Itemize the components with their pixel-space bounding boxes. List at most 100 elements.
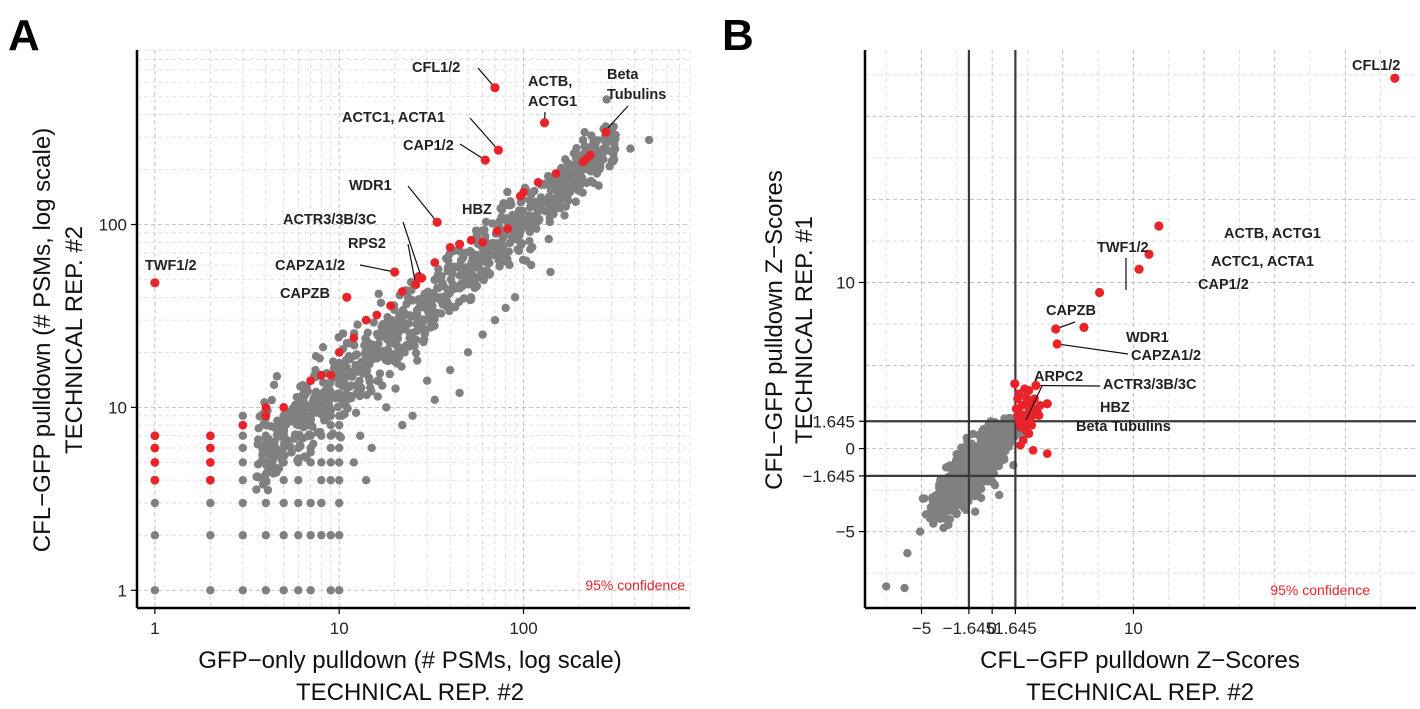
- background-point: [323, 405, 333, 415]
- background-point: [499, 199, 508, 208]
- background-point: [238, 411, 248, 420]
- panel-a-grid: [137, 49, 691, 608]
- background-point: [325, 412, 334, 421]
- background-point: [926, 503, 936, 512]
- background-point: [261, 586, 271, 595]
- hit-point: [1042, 449, 1052, 458]
- background-point: [408, 328, 417, 338]
- background-point: [267, 395, 276, 405]
- labeled-point: [1154, 221, 1164, 231]
- background-point: [497, 205, 507, 215]
- background-point: [328, 429, 338, 438]
- x-tick-label: 10: [330, 619, 349, 638]
- background-point: [580, 127, 589, 137]
- background-point: [302, 453, 311, 462]
- background-point: [976, 493, 986, 503]
- background-point: [566, 185, 575, 194]
- background-point: [303, 432, 312, 441]
- hit-point: [1024, 429, 1034, 439]
- background-point: [505, 238, 515, 248]
- background-point: [957, 443, 966, 452]
- y-tick-label: −5: [836, 523, 855, 542]
- hit-point: [279, 402, 289, 412]
- point-label: ACTC1, ACTA1: [1211, 254, 1314, 270]
- background-point: [594, 181, 603, 190]
- background-point: [325, 386, 335, 395]
- background-point: [413, 356, 422, 365]
- background-point: [336, 433, 345, 442]
- background-point: [355, 376, 364, 386]
- background-point: [238, 431, 248, 440]
- background-point: [488, 250, 497, 260]
- hit-point: [1013, 394, 1022, 404]
- background-point: [525, 196, 534, 205]
- background-point: [322, 379, 331, 388]
- background-point: [333, 402, 343, 412]
- background-point: [238, 475, 248, 485]
- panel-a-y-axis-title-line2: TECHNICAL REP. #2: [61, 226, 88, 454]
- background-point: [990, 428, 999, 438]
- background-point: [342, 355, 351, 365]
- panel-b-background-points: [881, 413, 1028, 593]
- background-point: [334, 458, 344, 467]
- background-point: [279, 498, 288, 508]
- background-point: [326, 475, 335, 485]
- background-point: [512, 219, 521, 229]
- background-point: [317, 498, 326, 508]
- background-point: [283, 436, 292, 446]
- panel-b-axes: [863, 50, 1416, 610]
- background-point: [952, 467, 961, 477]
- background-point: [586, 176, 596, 186]
- panel-a-labeled-points: CFL1/2 ACTB, ACTG1 Beta Tubulins ACTC1, ACTA1…: [145, 60, 666, 302]
- point-label: ACTC1, ACTA1: [342, 110, 445, 126]
- background-point: [326, 420, 335, 430]
- background-point: [594, 147, 603, 157]
- background-point: [455, 388, 464, 398]
- point-label: HBZ: [462, 202, 492, 218]
- background-point: [296, 417, 306, 426]
- point-label: ACTB,: [528, 74, 572, 90]
- background-point: [279, 475, 288, 485]
- background-point: [150, 531, 160, 540]
- background-point: [504, 247, 514, 256]
- background-point: [334, 498, 344, 508]
- background-point: [411, 348, 421, 358]
- background-point: [994, 461, 1004, 471]
- hit-point: [1028, 445, 1038, 455]
- hit-point: [503, 224, 513, 233]
- labeled-point: [493, 145, 503, 155]
- background-point: [465, 247, 474, 257]
- background-point: [206, 498, 215, 508]
- point-label: Beta: [607, 67, 639, 83]
- background-point: [372, 354, 382, 363]
- background-point: [262, 461, 272, 471]
- background-point: [941, 492, 950, 501]
- hit-point: [533, 177, 543, 187]
- background-point: [238, 531, 248, 540]
- labeled-point: [601, 127, 611, 137]
- hit-point: [205, 475, 215, 485]
- background-point: [990, 418, 1000, 427]
- background-point: [602, 95, 611, 104]
- background-point: [348, 371, 357, 380]
- background-point: [311, 352, 321, 361]
- x-tick-label: −1.645: [943, 619, 995, 638]
- labeled-point: [1031, 380, 1041, 391]
- background-point: [572, 144, 581, 153]
- background-point: [943, 483, 952, 493]
- hit-point: [1027, 420, 1037, 430]
- background-point: [915, 527, 925, 536]
- background-point: [518, 206, 528, 216]
- hit-point: [386, 301, 395, 311]
- background-point: [266, 422, 275, 431]
- leader-line: [402, 221, 423, 279]
- background-point: [955, 490, 964, 500]
- hit-point: [1020, 384, 1030, 394]
- labeled-point: [1094, 287, 1105, 298]
- background-point: [276, 451, 285, 460]
- background-point: [506, 197, 515, 206]
- background-point: [563, 158, 572, 168]
- background-point: [373, 392, 382, 401]
- point-label: CAP1/2: [1198, 277, 1249, 293]
